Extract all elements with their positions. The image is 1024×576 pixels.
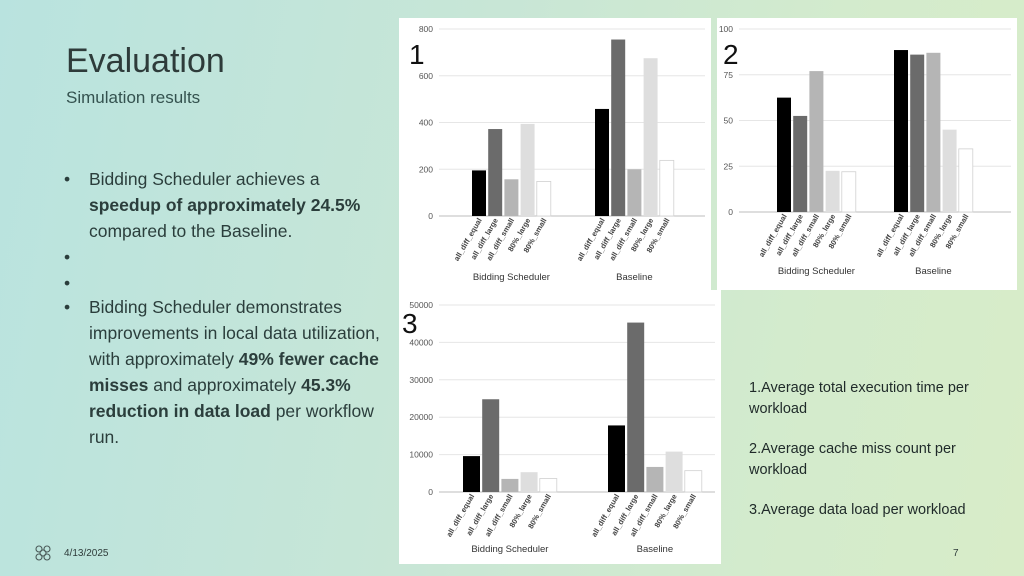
logo-icon (35, 545, 51, 561)
y-tick-label: 600 (419, 71, 433, 81)
group-label: Baseline (616, 272, 652, 283)
bar (611, 39, 626, 216)
bar (501, 478, 519, 492)
bar (627, 322, 645, 492)
y-tick-label: 50 (724, 116, 734, 126)
y-tick-label: 100 (719, 24, 733, 34)
group-label: Bidding Scheduler (471, 544, 548, 555)
group-label: Baseline (637, 544, 673, 555)
slide-subtitle: Simulation results (66, 88, 201, 107)
y-tick-label: 75 (724, 70, 734, 80)
y-tick-label: 25 (724, 161, 734, 171)
y-tick-label: 400 (419, 118, 433, 128)
bar (684, 470, 703, 493)
bar (520, 472, 538, 492)
group-label: Bidding Scheduler (778, 266, 855, 277)
bar (608, 425, 625, 492)
y-tick-label: 200 (419, 164, 433, 174)
y-tick-label: 800 (419, 24, 433, 34)
bar (539, 478, 558, 493)
chart-cache-miss: 0255075100all_diff_equalall_diff_largeal… (719, 24, 1011, 277)
bullet-bold-text: speedup of approximately 24.5% (89, 195, 361, 215)
y-tick-label: 40000 (409, 337, 433, 347)
bullet-list: Bidding Scheduler achieves a speedup of … (62, 166, 380, 450)
bar (825, 170, 840, 212)
chart-number-label: 2 (723, 39, 739, 70)
bullet-text: Bidding Scheduler demonstrates improveme… (89, 297, 380, 369)
bullet-text: compared to the Baseline. (89, 221, 293, 241)
bar (536, 181, 552, 217)
bar (463, 456, 480, 492)
bar (643, 58, 658, 216)
bar (926, 52, 941, 212)
chart-number-label: 3 (402, 308, 418, 339)
bullet-text: per workflow run. (89, 401, 374, 447)
legend-item-1: 1.Average total execution time per workl… (749, 380, 969, 417)
bar (942, 129, 957, 212)
bullet-speedup: Bidding Scheduler achieves a speedup of … (62, 166, 380, 244)
y-tick-label: 0 (428, 211, 433, 221)
y-tick-label: 10000 (409, 450, 433, 460)
slide-date: 4/13/2025 (64, 548, 109, 559)
bar (472, 170, 486, 216)
bar (665, 451, 683, 492)
bar (809, 71, 824, 212)
bar (777, 97, 791, 212)
bullet-bold-text: 45.3% reduction in data load (89, 375, 351, 421)
bar (894, 50, 908, 212)
bar (627, 169, 642, 216)
bullet-gap (62, 270, 380, 296)
group-label: Baseline (915, 266, 951, 277)
bullet-text: and approximately (148, 375, 302, 395)
chart-execution-time: 0200400600800all_diff_equalall_diff_larg… (409, 24, 705, 283)
bar (646, 466, 664, 492)
chart-legend-text: 1.Average total execution time per workl… (749, 378, 989, 540)
bar (520, 123, 535, 216)
bar (958, 148, 974, 213)
bullet-text: Bidding Scheduler achieves a (89, 169, 320, 189)
bar (659, 159, 675, 217)
chart-number-label: 1 (409, 39, 425, 70)
chart-panel-1: 0 200 400 600 800 all_diff_equal all_diff_larg… (399, 18, 711, 290)
y-tick-label: 30000 (409, 375, 433, 385)
legend-item-3: 3.Average data load per workload (749, 502, 966, 518)
bar (595, 108, 609, 216)
y-tick-label: 0 (728, 207, 733, 217)
group-label: Bidding Scheduler (473, 272, 550, 283)
page-number: 7 (953, 548, 959, 559)
chart-panel-3: 0 10000 20000 30000 40000 50000 all_diff_equal… (399, 290, 721, 564)
chart-panel-2: 0 25 50 75 100 all_diff_equal all_diff_large al… (717, 18, 1017, 290)
bar (841, 171, 857, 213)
legend-item-2: 2.Average cache miss count per workload (749, 441, 956, 478)
bar (910, 54, 925, 213)
bar (488, 129, 503, 216)
bullet-empty (62, 244, 380, 270)
bar (482, 399, 500, 492)
chart-data-load: 01000020000300004000050000all_diff_equal… (402, 300, 715, 555)
y-tick-label: 0 (428, 487, 433, 497)
bullet-bold-text: 49% fewer cache misses (89, 349, 379, 395)
bar (504, 179, 519, 216)
slide-title: Evaluation (66, 42, 225, 80)
y-tick-label: 20000 (409, 412, 433, 422)
bar (793, 115, 808, 212)
y-tick-label: 50000 (409, 300, 433, 310)
bullet-data-utilization: Bidding Scheduler demonstrates improveme… (62, 294, 380, 450)
